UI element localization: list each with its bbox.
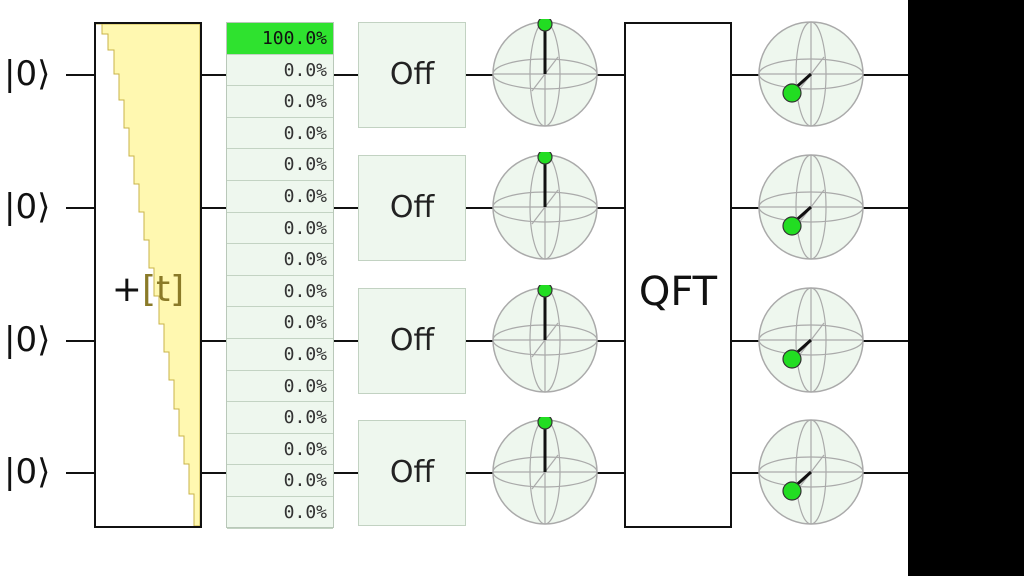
bloch-vector-marker <box>537 19 553 32</box>
probability-cell: 0.0% <box>227 371 333 403</box>
qft-gate[interactable]: QFT <box>624 22 732 528</box>
qft-gate-label: QFT <box>638 269 718 315</box>
probability-cell: 0.0% <box>227 276 333 308</box>
probability-cell: 0.0% <box>227 339 333 371</box>
circuit-canvas: |0⟩ |0⟩ |0⟩ |0⟩ +[t] 100.0% 0.0% 0.0% 0.… <box>0 0 908 576</box>
bloch-sphere-display[interactable] <box>490 417 600 527</box>
probability-display[interactable]: 100.0% 0.0% 0.0% 0.0% 0.0% 0.0% 0.0% 0.0… <box>226 22 334 529</box>
bloch-vector-marker <box>782 83 802 103</box>
qubit-input-label[interactable]: |0⟩ <box>4 320 51 360</box>
probability-cell: 0.0% <box>227 244 333 276</box>
control-toggle[interactable]: Off <box>358 155 466 261</box>
qubit-wire-2 <box>66 340 908 342</box>
bloch-sphere-display[interactable] <box>756 285 866 395</box>
bloch-sphere-display[interactable] <box>490 285 600 395</box>
qubit-wire-1 <box>66 207 908 209</box>
bloch-vector-marker <box>782 481 802 501</box>
probability-cell: 0.0% <box>227 118 333 150</box>
probability-cell: 0.0% <box>227 402 333 434</box>
bloch-vector-marker <box>537 285 553 298</box>
probability-cell: 0.0% <box>227 149 333 181</box>
probability-cell: 0.0% <box>227 434 333 466</box>
probability-cell: 0.0% <box>227 307 333 339</box>
control-toggle[interactable]: Off <box>358 420 466 526</box>
qubit-wire-3 <box>66 472 908 474</box>
qubit-input-label[interactable]: |0⟩ <box>4 187 51 227</box>
qubit-wire-0 <box>66 74 908 76</box>
addition-gate-label: +[t] <box>111 269 185 310</box>
probability-cell: 0.0% <box>227 86 333 118</box>
probability-cell: 0.0% <box>227 181 333 213</box>
bloch-vector-marker <box>537 152 553 165</box>
bloch-sphere-display[interactable] <box>756 417 866 527</box>
control-toggle[interactable]: Off <box>358 22 466 128</box>
probability-cell: 0.0% <box>227 213 333 245</box>
probability-cell: 0.0% <box>227 497 333 529</box>
bloch-sphere-display[interactable] <box>490 19 600 129</box>
addition-gate[interactable]: +[t] <box>94 22 202 528</box>
bloch-vector-marker <box>782 216 802 236</box>
blank-right-panel <box>908 0 1024 576</box>
bloch-sphere-display[interactable] <box>756 19 866 129</box>
bloch-sphere-display[interactable] <box>490 152 600 262</box>
bloch-vector-marker <box>537 417 553 430</box>
control-toggle[interactable]: Off <box>358 288 466 394</box>
probability-cell: 0.0% <box>227 55 333 87</box>
bloch-sphere-display[interactable] <box>756 152 866 262</box>
qubit-input-label[interactable]: |0⟩ <box>4 54 51 94</box>
probability-cell: 100.0% <box>227 23 333 55</box>
addition-gate-wave-fill <box>96 24 200 526</box>
bloch-vector-marker <box>782 349 802 369</box>
qubit-input-label[interactable]: |0⟩ <box>4 452 51 492</box>
probability-cell: 0.0% <box>227 465 333 497</box>
